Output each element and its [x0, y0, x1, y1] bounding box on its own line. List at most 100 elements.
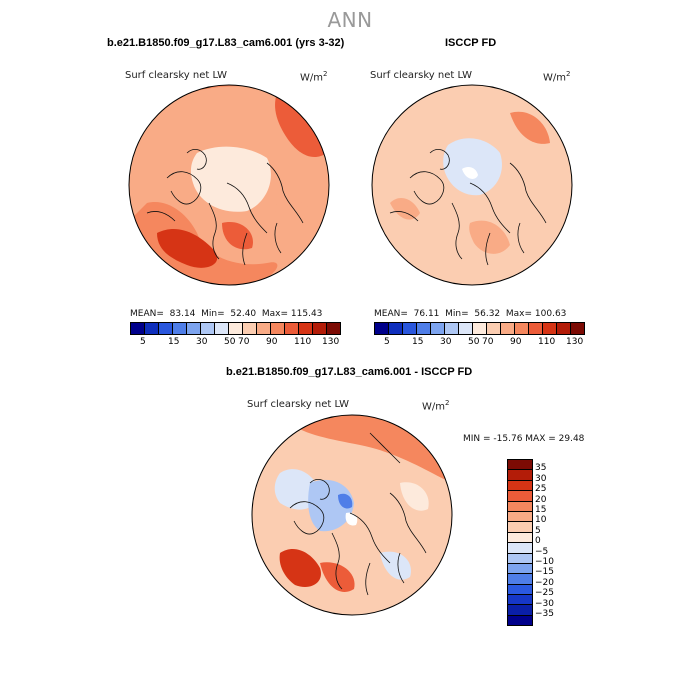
diff-colorbar-tick-label: 10 [535, 515, 547, 526]
colorbar-2-tick-label: 70 [482, 337, 494, 347]
diff-units: W/m2 [422, 399, 449, 412]
map1-polar-plot [128, 84, 330, 286]
colorbar-1-swatch [299, 323, 313, 334]
colorbar-1-swatch [131, 323, 145, 334]
colorbar-1-tick-label: 30 [196, 337, 208, 347]
colorbar-1-tick-label: 90 [266, 337, 278, 347]
colorbar-1-tick-label: 15 [168, 337, 180, 347]
diff-colorbar-tick-label: 20 [535, 494, 547, 505]
diff-colorbar-swatch [508, 501, 532, 512]
diff-colorbar-tick-label: −30 [535, 598, 554, 609]
colorbar-1-swatch [145, 323, 159, 334]
colorbar-1-swatch [271, 323, 285, 334]
colorbar-2-tick-label: 50 [468, 337, 480, 347]
map1-field-siberia [274, 199, 325, 252]
colorbar-2-swatch [375, 323, 389, 334]
colorbar-1-tick-label: 50 [224, 337, 236, 347]
map2-units-base: W/m [543, 72, 566, 84]
colorbar-1-swatch [187, 323, 201, 334]
diff-colorbar-swatch [508, 563, 532, 575]
colorbar-1-labels: 5 15 30 50 70 90 110 130 [130, 335, 341, 347]
map2-polar-plot [371, 84, 573, 286]
map1-min: 52.40 [230, 309, 257, 319]
colorbar-2-swatch [417, 323, 431, 334]
colorbar-2-swatch [473, 323, 487, 334]
diff-colorbar-tick-label: −10 [535, 557, 554, 567]
diff-colorbar-tick-label: −20 [535, 577, 554, 588]
colorbar-1-tick-label: 130 [322, 337, 340, 347]
diff-field-atlantic-max [279, 548, 321, 588]
colorbar-1-swatch [285, 323, 299, 334]
diff-colorbar-tick-label: −5 [535, 546, 549, 557]
colorbar-2: 5 15 30 50 70 90 110 130 [374, 322, 585, 347]
map2-coastlines [389, 149, 547, 266]
diff-colorbar-swatch [508, 574, 532, 585]
colorbar-1-swatch [173, 323, 187, 334]
map2-max-label: Max= [505, 309, 533, 319]
diff-colorbar-swatch [508, 584, 532, 596]
colorbar-1-swatch [215, 323, 229, 334]
map1-boundary [128, 84, 330, 286]
figure-title: ANN [327, 8, 373, 32]
colorbar-2-swatch [515, 323, 529, 334]
diff-units-exp: 2 [445, 399, 450, 407]
diff-colorbar-swatch [508, 553, 532, 564]
diff-colorbar-tick-label: −35 [535, 609, 554, 619]
colorbar-2-tick-label: 30 [440, 337, 452, 347]
colorbar-2-labels: 5 15 30 50 70 90 110 130 [374, 335, 585, 347]
map2-min-label: Min= [445, 309, 469, 319]
diff-header: b.e21.B1850.f09_g17.L83_cam6.001 - ISCCP… [226, 366, 473, 378]
diff-field-archipelago [308, 479, 354, 532]
map2-max: 100.63 [534, 309, 567, 319]
diff-field-greenland-min [338, 493, 353, 509]
colorbar-1-tick-label: 70 [238, 337, 250, 347]
map1-units-exp: 2 [323, 70, 328, 78]
map2-mean: 76.11 [413, 309, 440, 319]
colorbar-1-swatch [159, 323, 173, 334]
colorbar-2-swatch [501, 323, 515, 334]
diff-colorbar-tick-label: 35 [535, 463, 547, 474]
colorbar-1-tick-label: 110 [294, 337, 312, 347]
colorbar-1-swatch [229, 323, 243, 334]
map2-field-labrador [390, 198, 420, 220]
diff-colorbar-tick-label: 25 [535, 484, 547, 495]
map2-min: 56.32 [474, 309, 501, 319]
colorbar-1-swatch [243, 323, 257, 334]
map2-field-arctic [443, 138, 502, 196]
colorbar-2-swatch [403, 323, 417, 334]
colorbar-2-swatch [459, 323, 473, 334]
map2-stats: MEAN= 76.11 Min= 56.32 Max= 100.63 [374, 309, 566, 319]
diff-colorbar-tick-label: 30 [535, 473, 547, 484]
map1-field-pacific [275, 93, 327, 158]
map1-field-norwegian [222, 222, 253, 250]
diff-colorbar-swatch [508, 460, 532, 471]
colorbar-2-swatch [445, 323, 459, 334]
map1-field-atlantic-max [157, 228, 218, 268]
diff-field-siberia [380, 551, 411, 580]
map1-stats: MEAN= 83.14 Min= 52.40 Max= 115.43 [130, 309, 322, 319]
colorbar-2-swatch [431, 323, 445, 334]
diff-boundary [251, 414, 453, 616]
diff-colorbar-tick-label: 15 [535, 505, 547, 515]
map1-min-label: Min= [201, 309, 225, 319]
map1-units: W/m2 [300, 70, 327, 83]
diff-colorbar-swatch [508, 595, 532, 606]
diff-colorbar-tick-label: −15 [535, 567, 554, 578]
colorbar-2-tick-label: 15 [412, 337, 424, 347]
diff-colorbar-swatch [508, 480, 532, 492]
map2-field-pole [462, 167, 478, 179]
map2-mean-label: MEAN= [374, 309, 408, 319]
colorbar-2-swatch [487, 323, 501, 334]
map1-max-label: Max= [261, 309, 289, 319]
diff-coastlines [289, 432, 427, 596]
colorbar-1-tick-label: 5 [140, 337, 146, 347]
map1-field-arctic [190, 146, 271, 212]
colorbar-1-swatch [327, 323, 340, 334]
colorbar-2-swatch [571, 323, 584, 334]
map2-variable: Surf clearsky net LW [370, 70, 473, 81]
colorbar-2-tick-label: 5 [384, 337, 390, 347]
diff-colorbar-tick-label: −25 [535, 588, 554, 599]
diff-colorbar-swatch [508, 511, 532, 523]
colorbar-2-tick-label: 130 [566, 337, 584, 347]
map1-units-base: W/m [300, 72, 323, 84]
